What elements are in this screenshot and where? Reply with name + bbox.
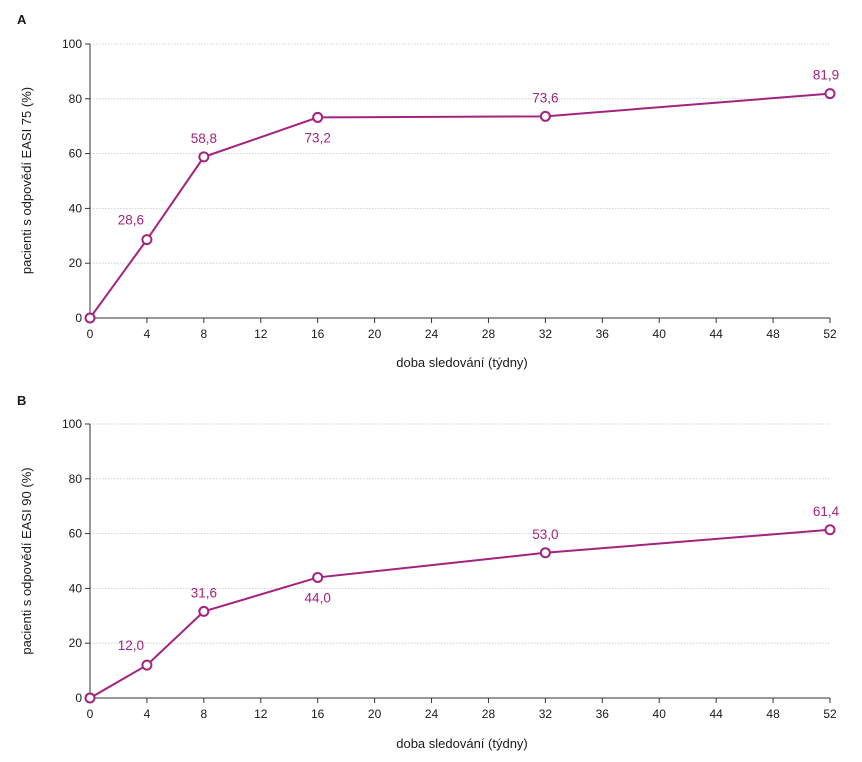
panel-a-data-label: 28,6 [118,213,144,228]
panel-a-data-point [824,88,836,100]
panel-a-x-tick-label: 40 [653,327,667,341]
panel-a-x-tick-label: 12 [254,327,268,341]
panel-a-y-tick-label: 80 [69,92,83,106]
panel-b-x-tick-label: 48 [766,707,780,721]
panel-b-data-point [312,571,324,583]
panel-a-data-point [141,234,153,246]
panel-b-y-tick-label: 40 [69,581,83,595]
panel-a-x-tick-label: 36 [596,327,610,341]
panel-a-data-label: 81,9 [813,68,839,83]
panel-b-x-tick-label: 44 [709,707,723,721]
panel-a-data-point [312,111,324,123]
panel-b-series-line [89,528,831,699]
panel-a-y-tick-label: 100 [62,37,82,51]
panel-b-y-tick-label: 20 [69,636,83,650]
panel-b-x-tick-label: 16 [311,707,325,721]
panel-a-x-tick-label: 20 [368,327,382,341]
panel-a-data-label: 73,6 [532,90,558,105]
panel-a-x-tick-label: 52 [823,327,837,341]
panel-b-x-tick-label: 12 [254,707,268,721]
panel-b-y-tick-label: 60 [69,527,83,541]
panel-a-data-point [84,312,96,324]
panel-a-y-tick-label: 0 [75,311,82,325]
panel-b-y-axis-title: pacienti s odpovědí EASI 90 (%) [19,467,34,654]
panel-b-x-tick-label: 52 [823,707,837,721]
panel-b-y-tick-label: 80 [69,472,83,486]
panel-b-y-tick-label: 100 [62,417,82,431]
panel-a-y-tick-label: 20 [69,256,83,270]
panel-b-x-tick-label: 4 [144,707,151,721]
panel-a-x-tick-label: 48 [766,327,780,341]
panel-b-data-label: 31,6 [191,585,217,600]
panel-b-data-point [198,605,210,617]
panel-a-x-tick-label: 8 [201,327,208,341]
panel-a-y-axis-title: pacienti s odpovědí EASI 75 (%) [19,87,34,274]
panel-b-x-tick-label: 0 [87,707,94,721]
panel-a-x-tick-label: 32 [539,327,553,341]
panel-b-data-label: 44,0 [305,590,331,605]
panel-a-x-tick-label: 28 [482,327,496,341]
panel-b-data-point [539,547,551,559]
panel-b-x-tick-label: 40 [653,707,667,721]
panel-a-data-point [539,110,551,122]
panel-a-data-label: 58,8 [191,131,217,146]
panel-b: B pacienti s odpovědí EASI 90 (%) doba s… [17,393,840,751]
panel-a: A pacienti s odpovědí EASI 75 (%) doba s… [17,12,839,370]
panel-b-x-tick-label: 36 [596,707,610,721]
panel-a-y-tick-label: 60 [69,147,83,161]
panel-b-data-label: 12,0 [118,638,144,653]
panel-a-series-line [89,92,831,319]
panel-a-x-tick-label: 4 [144,327,151,341]
panel-b-x-tick-label: 32 [539,707,553,721]
panel-b-x-tick-label: 8 [201,707,208,721]
panel-a-letter: A [17,12,27,27]
panel-b-data-point [141,659,153,671]
panel-b-data-label: 61,4 [813,504,840,519]
panel-a-y-tick-label: 40 [69,201,83,215]
panel-b-y-tick-label: 0 [75,691,82,705]
panel-a-x-tick-label: 16 [311,327,325,341]
panel-b-x-tick-label: 24 [425,707,439,721]
panel-a-x-axis-title: doba sledování (týdny) [396,355,528,370]
panel-b-letter: B [17,393,26,408]
panel-b-x-tick-label: 28 [482,707,496,721]
panel-b-data-point [84,692,96,704]
panel-a-data-point [198,151,210,163]
panel-b-data-point [824,524,836,536]
panel-a-x-tick-label: 0 [87,327,94,341]
panel-a-data-label: 73,2 [305,130,331,145]
panel-b-x-tick-label: 20 [368,707,382,721]
panel-a-x-tick-label: 44 [709,327,723,341]
panel-b-x-axis-title: doba sledování (týdny) [396,736,528,751]
panel-a-x-tick-label: 24 [425,327,439,341]
panel-b-data-label: 53,0 [532,527,558,542]
